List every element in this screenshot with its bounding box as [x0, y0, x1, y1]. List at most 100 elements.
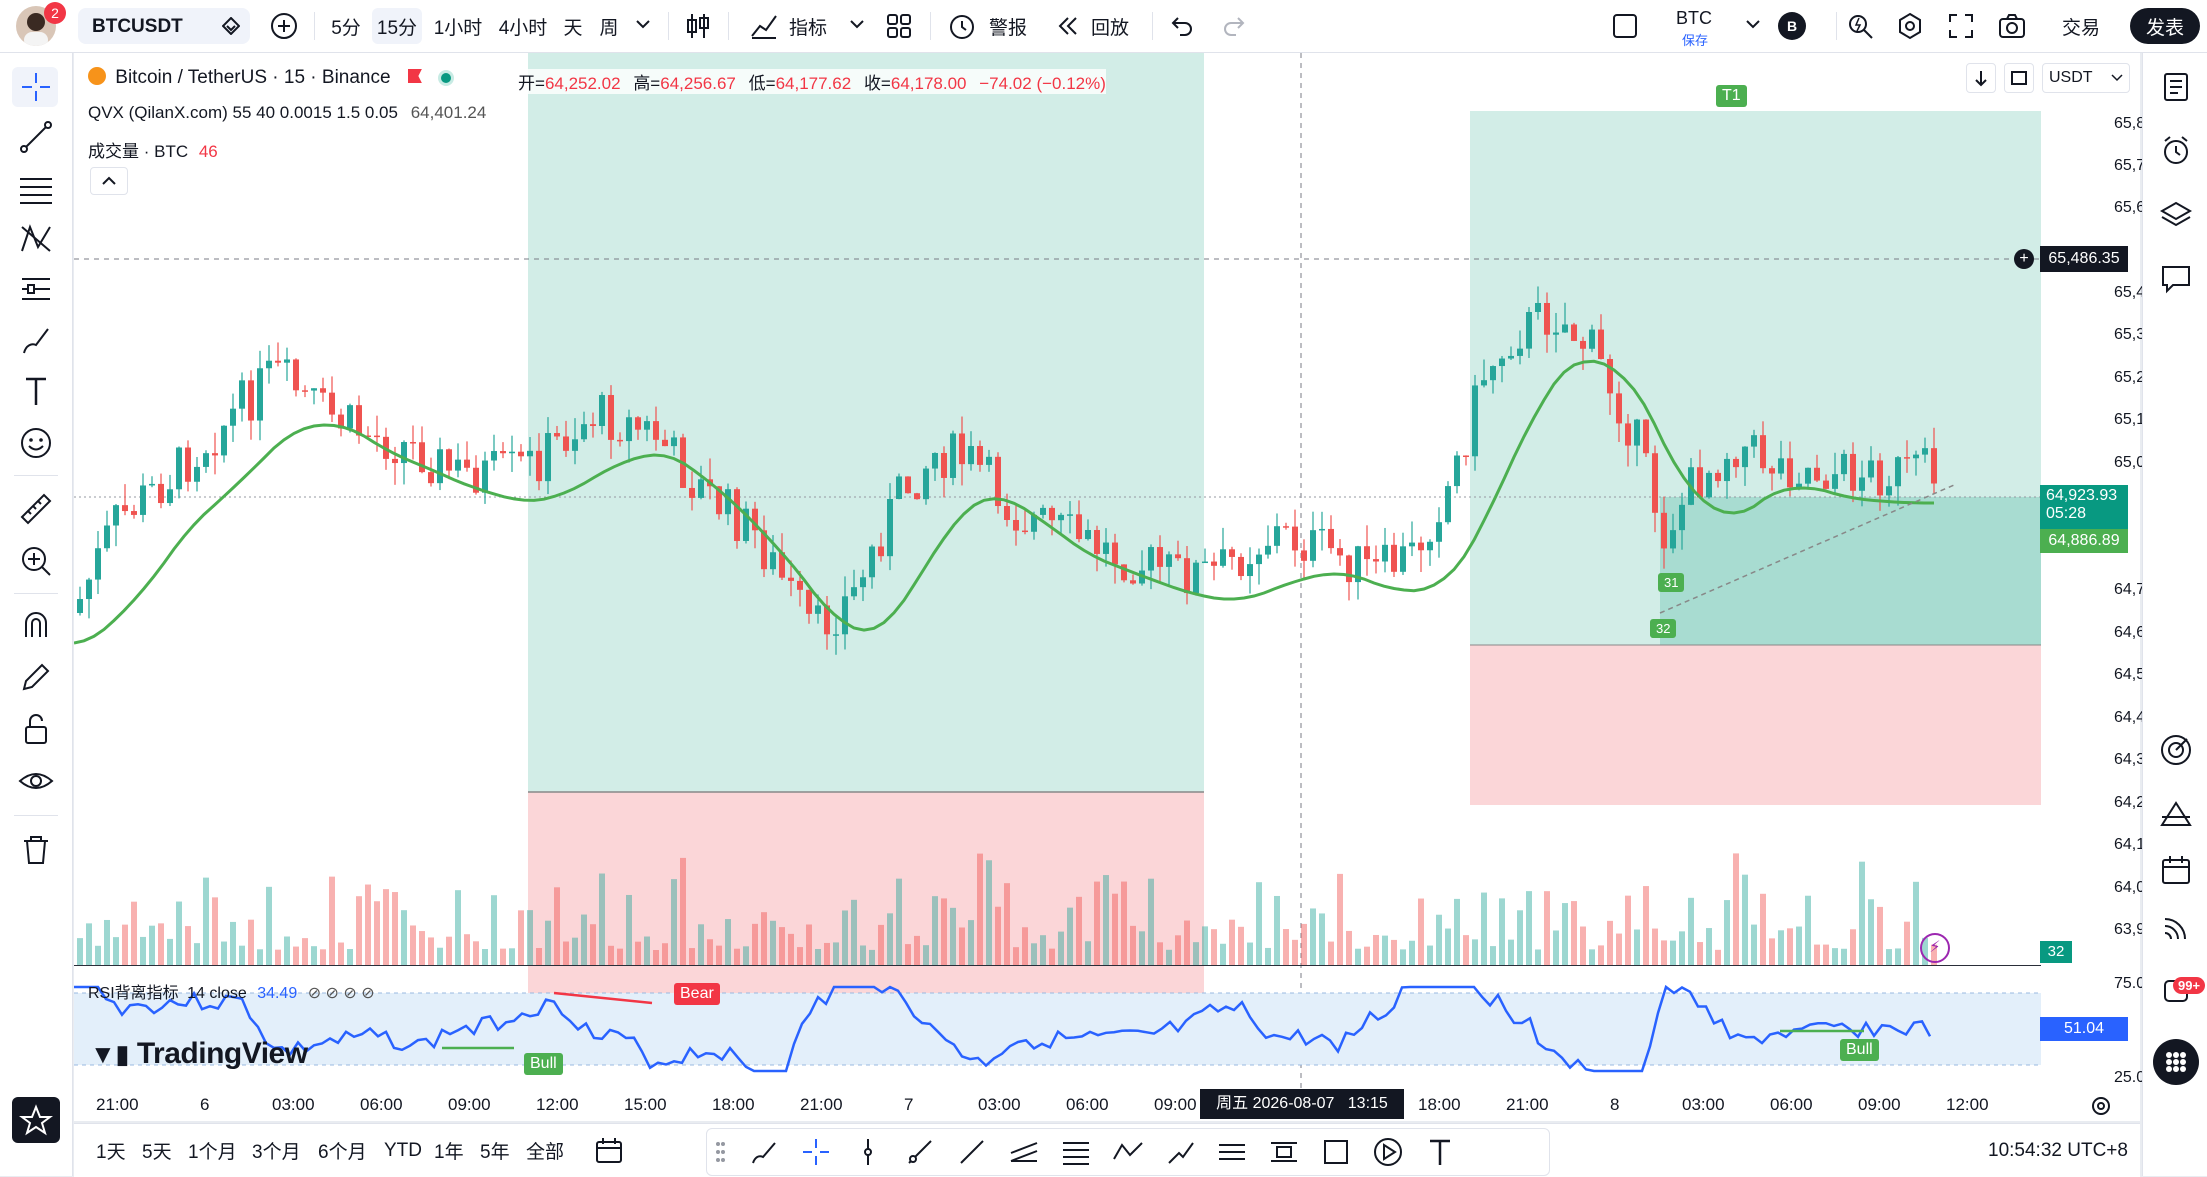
range-1m[interactable]: 1个月 — [188, 1142, 237, 1163]
chevron-down-icon[interactable] — [850, 20, 864, 30]
floating-drawing-bar[interactable] — [706, 1128, 1550, 1176]
clock[interactable]: 10:54:32 UTC+8 — [1988, 1139, 2128, 1161]
layout-grid-icon[interactable] — [886, 13, 912, 39]
interval-15m[interactable]: 15分 — [372, 8, 422, 44]
candles-icon[interactable] — [684, 12, 712, 40]
watchlist-icon[interactable] — [2161, 71, 2191, 103]
vertical-line-icon[interactable] — [851, 1135, 885, 1169]
range-3m[interactable]: 3个月 — [252, 1142, 301, 1163]
alerts-button[interactable]: 警报 — [988, 17, 1027, 39]
price-range-icon[interactable] — [1267, 1135, 1301, 1169]
crosshair-tool-icon[interactable] — [799, 1135, 833, 1169]
trade-button[interactable]: 交易 — [2061, 17, 2100, 39]
interval-1d[interactable]: 天 — [563, 17, 583, 39]
lightning-icon[interactable]: ⚡ — [1920, 933, 1950, 963]
rsi-hidden-icons[interactable]: ⊘ ⊘ ⊘ ⊘ — [307, 985, 375, 1002]
target-marker[interactable]: T1 — [1716, 85, 1747, 107]
signal-marker-32[interactable]: 32 — [1650, 619, 1677, 638]
range-1y[interactable]: 1年 — [434, 1142, 464, 1163]
replay-button[interactable]: 回放 — [1090, 17, 1129, 39]
camera-icon[interactable] — [1998, 13, 2026, 39]
chart-area[interactable]: Bitcoin / TetherUS · 15 · Binance 开=64,2… — [74, 53, 2185, 1121]
layers-icon[interactable] — [2159, 199, 2193, 231]
apps-menu-button[interactable] — [2153, 1039, 2199, 1085]
currency-select[interactable]: USDT — [2042, 63, 2130, 93]
date-range-icon[interactable] — [594, 1136, 624, 1166]
range-5y[interactable]: 5年 — [480, 1142, 510, 1163]
volume-legend[interactable]: 成交量 · BTC 46 — [88, 137, 218, 162]
alerts-clock-icon[interactable] — [2161, 135, 2191, 167]
fullscreen-icon[interactable] — [1948, 13, 1974, 39]
ray-icon[interactable] — [903, 1135, 937, 1169]
replay-icon[interactable] — [1056, 14, 1080, 38]
quick-search-icon[interactable] — [1846, 12, 1874, 40]
layout-name[interactable]: BTC — [1676, 8, 1712, 28]
alarm-clock-icon[interactable] — [948, 12, 976, 40]
range-all[interactable]: 全部 — [526, 1142, 565, 1163]
calendar-icon[interactable] — [2159, 853, 2193, 887]
interval-5m[interactable]: 5分 — [331, 17, 361, 39]
drag-handle-icon[interactable] — [715, 1141, 725, 1163]
brand-b-icon[interactable]: B — [1778, 12, 1806, 40]
emoji-icon[interactable] — [16, 423, 56, 463]
pulse-icon[interactable] — [2159, 797, 2193, 831]
text-tool-icon[interactable] — [16, 371, 56, 411]
rsi-legend[interactable]: RSI背离指标 14 close 34.49 ⊘ ⊘ ⊘ ⊘ — [88, 979, 375, 1003]
long-position-loss-zone[interactable] — [528, 792, 1204, 1017]
pattern-icon[interactable] — [16, 219, 56, 259]
pencil-lock-icon[interactable] — [16, 657, 56, 697]
redo-icon[interactable] — [1222, 14, 1246, 38]
timezone-settings-icon[interactable] — [2090, 1095, 2112, 1117]
undo-icon[interactable] — [1170, 14, 1194, 38]
fib-tool-icon[interactable] — [1059, 1135, 1093, 1169]
zoom-in-icon[interactable] — [16, 541, 56, 581]
crosshair-price-add-icon[interactable]: + — [2014, 249, 2034, 269]
favorites-button[interactable] — [12, 1097, 60, 1143]
broadcast-icon[interactable] — [2159, 911, 2193, 945]
rectangle-icon[interactable] — [1319, 1135, 1353, 1169]
fib-lines-icon[interactable] — [16, 169, 56, 209]
indicators-icon[interactable] — [750, 12, 778, 40]
trend-line-tool-icon[interactable] — [955, 1135, 989, 1169]
chart-canvas[interactable] — [74, 53, 2140, 1121]
lock-icon[interactable] — [16, 709, 56, 749]
time-scale[interactable] — [74, 1093, 2041, 1121]
long-position-loss-zone-2[interactable] — [1470, 645, 2041, 805]
add-symbol-icon[interactable] — [270, 12, 298, 40]
text-icon[interactable] — [1423, 1135, 1457, 1169]
flag-icon[interactable] — [407, 69, 422, 83]
zigzag-icon[interactable] — [1111, 1135, 1145, 1169]
publish-button[interactable]: 发表 — [2130, 8, 2200, 44]
interval-4h[interactable]: 4小时 — [498, 17, 548, 39]
symbol-search[interactable]: BTCUSDT — [78, 8, 250, 44]
range-ytd[interactable]: YTD — [384, 1139, 422, 1161]
interval-1h[interactable]: 1小时 — [433, 17, 483, 39]
trash-icon[interactable] — [16, 829, 56, 869]
range-5d[interactable]: 5天 — [142, 1142, 172, 1163]
range-6m[interactable]: 6个月 — [318, 1142, 367, 1163]
legend-title[interactable]: Bitcoin / TetherUS · 15 · Binance — [115, 67, 391, 88]
pitchfork-icon[interactable] — [1007, 1135, 1041, 1169]
qvx-indicator-legend[interactable]: QVX (QilanX.com) 55 40 0.0015 1.5 0.05 6… — [88, 103, 486, 123]
signal-marker-31[interactable]: 31 — [1658, 573, 1685, 592]
brush-tool-icon[interactable] — [747, 1135, 781, 1169]
forecast-icon[interactable] — [16, 269, 56, 309]
long-position-icon[interactable] — [1215, 1135, 1249, 1169]
trend-line-icon[interactable] — [16, 117, 56, 157]
collapse-legend-button[interactable] — [90, 167, 128, 195]
crosshair-icon[interactable] — [16, 67, 56, 107]
range-1d[interactable]: 1天 — [96, 1142, 126, 1163]
indicators-button[interactable]: 指标 — [788, 17, 827, 39]
chat-icon[interactable] — [2159, 263, 2193, 295]
eye-icon[interactable] — [16, 761, 56, 801]
settings-gear-icon[interactable] — [1896, 12, 1924, 40]
window-icon[interactable] — [1612, 13, 1638, 39]
ruler-icon[interactable] — [16, 489, 56, 529]
brush-icon[interactable] — [16, 321, 56, 361]
auto-scale-button[interactable] — [2004, 63, 2034, 93]
play-icon[interactable] — [1371, 1135, 1405, 1169]
path-tool-icon[interactable] — [1163, 1135, 1197, 1169]
chevron-down-icon[interactable] — [1746, 20, 1760, 30]
magnet-icon[interactable] — [16, 605, 56, 645]
interval-1w[interactable]: 周 — [599, 17, 619, 39]
